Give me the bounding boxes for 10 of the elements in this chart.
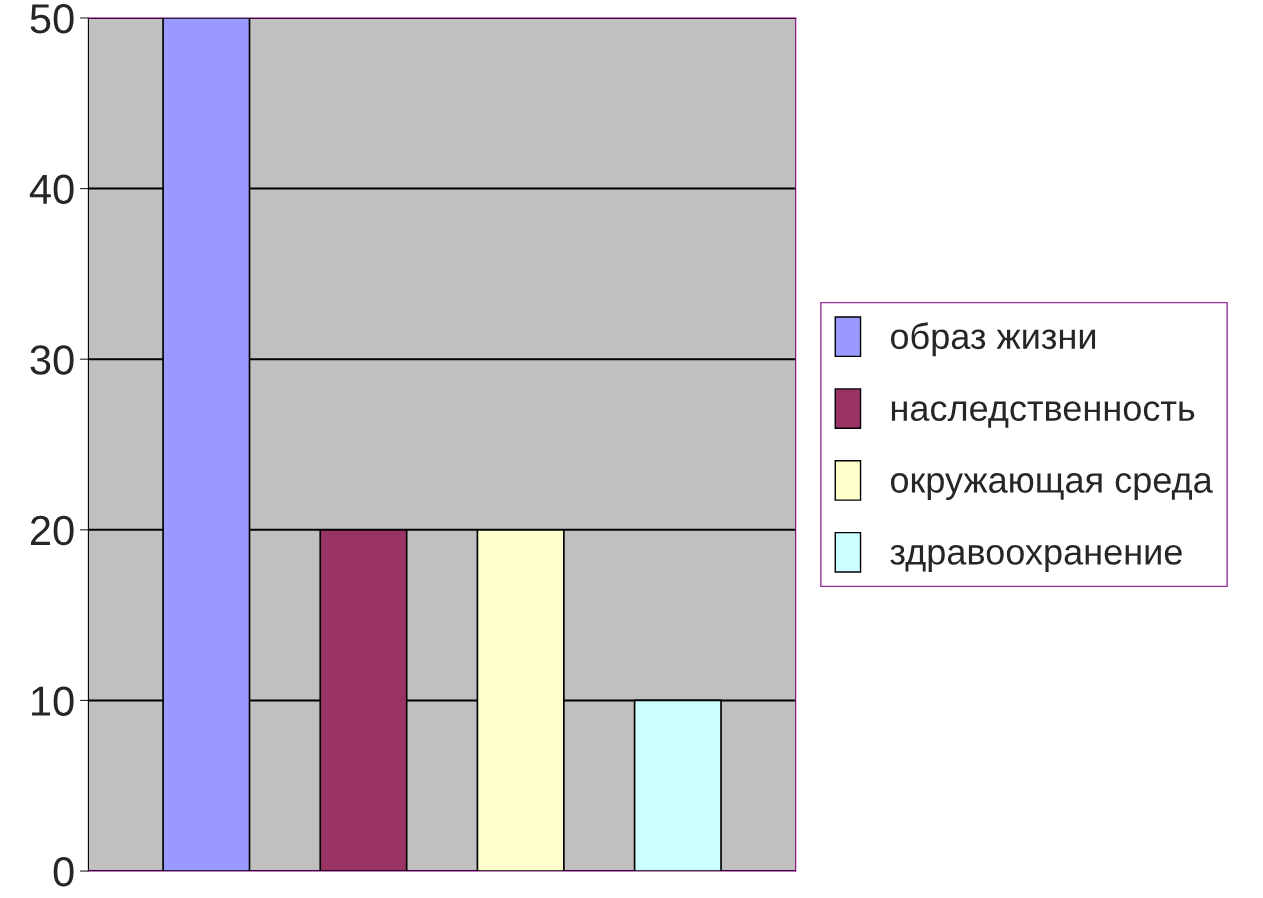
legend-label: образ жизни <box>890 322 1096 357</box>
legend-label: окружающая среда <box>890 473 1213 501</box>
y-tick-label: 30 <box>30 345 74 375</box>
y-tick-label: 40 <box>29 174 74 205</box>
y-tick-label: 50 <box>30 3 74 34</box>
y-tick-label: 10 <box>32 686 74 716</box>
y-tick-label: 0 <box>53 857 74 887</box>
legend-label: здравоохранение <box>890 544 1182 572</box>
legend-label: наследственность <box>891 401 1195 428</box>
y-tick-label: 20 <box>30 515 74 546</box>
